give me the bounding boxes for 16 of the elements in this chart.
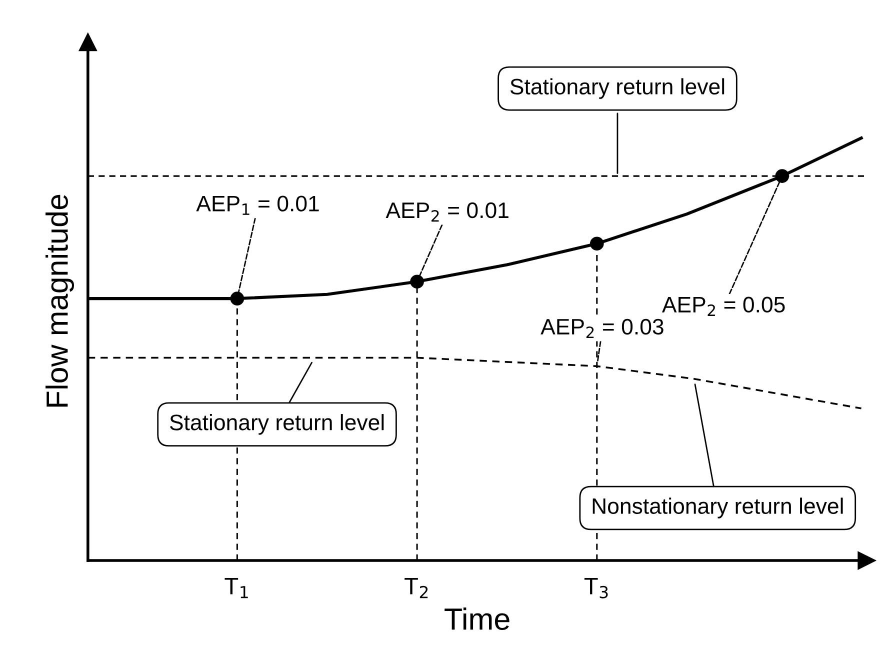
x-tick-label: T$_{1}$ [224,578,248,598]
annotation: AEP$_{1}$ = 0.01 [196,196,319,215]
y-axis-title: Flow magnitude [46,194,74,407]
x-tick-label: T$_{3}$ [584,578,608,598]
ref-line-label: Stationary return level [510,78,724,99]
annotation: Nonstationary return level [592,498,843,518]
annotation: AEP$_{2}$ = 0.05 [662,296,785,316]
annotation: AEP$_{2}$ = 0.03 [540,318,664,338]
point [410,274,424,289]
point [230,292,244,306]
point [775,169,790,183]
annotation: Stationary return level [170,414,384,435]
annotation: AEP$_{2}$ = 0.01 [386,202,508,222]
point [590,236,604,251]
x-tick-label: T$_{2}$ [404,578,428,598]
x-axis-title: Time [444,608,510,630]
